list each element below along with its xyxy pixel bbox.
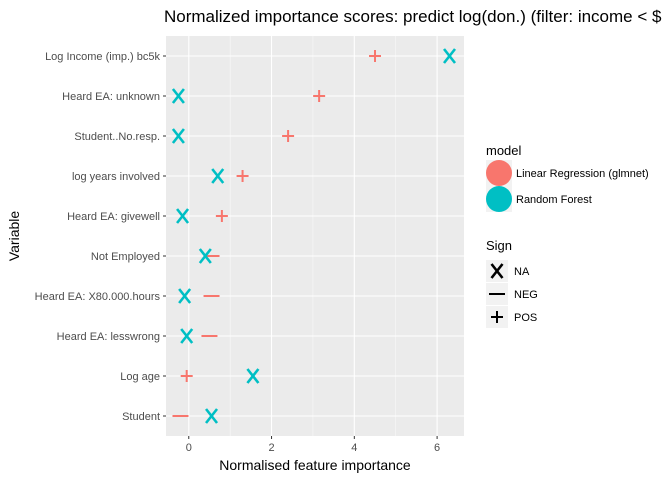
y-tick-label: Log Income (imp.) bc5k xyxy=(45,51,160,63)
lr-point xyxy=(215,210,228,222)
y-axis-title: Variable xyxy=(6,211,22,262)
lr-point xyxy=(236,170,249,182)
legend-model-label: Random Forest xyxy=(516,194,592,206)
lr-point xyxy=(313,90,326,102)
rf-point xyxy=(178,288,192,304)
x-tick-label: 6 xyxy=(434,442,440,454)
rf-point xyxy=(442,48,457,64)
data-points xyxy=(171,48,457,424)
legend-model-items: Linear Regression (glmnet) Random Forest xyxy=(486,160,649,212)
legend: model Linear Regression (glmnet) Random F… xyxy=(486,143,649,328)
rf-point xyxy=(180,328,194,344)
lr-point xyxy=(282,130,295,142)
y-tick-label: log years involved xyxy=(72,171,160,183)
x-axis-title: Normalised feature importance xyxy=(219,457,411,473)
legend-sign-title: Sign xyxy=(486,238,512,253)
minor-gridlines xyxy=(229,36,397,436)
y-tick-label: Heard EA: lesswrong xyxy=(57,331,160,343)
y-tick-label: Not Employed xyxy=(91,251,160,263)
legend-sign-glyph xyxy=(490,263,504,279)
rf-point xyxy=(171,88,185,104)
lr-point xyxy=(180,370,193,382)
rf-point xyxy=(176,208,190,224)
legend-sign-label: NEG xyxy=(514,289,538,301)
legend-sign-label: NA xyxy=(514,266,530,278)
x-tick-label: 4 xyxy=(351,442,357,454)
rf-point xyxy=(198,248,212,264)
y-tick-label: Log age xyxy=(120,371,160,383)
rf-point xyxy=(246,368,260,384)
rf-point xyxy=(171,128,185,144)
y-tick-label: Student..No.resp. xyxy=(74,131,160,143)
legend-sign-items: NA NEG POS xyxy=(486,260,538,328)
x-axis-ticks: 0 2 4 6 xyxy=(186,436,440,454)
legend-model-label: Linear Regression (glmnet) xyxy=(516,168,649,180)
major-gridlines xyxy=(166,36,464,436)
legend-sign-glyph xyxy=(491,311,503,323)
legend-model-swatch xyxy=(486,160,512,186)
legend-sign-label: POS xyxy=(514,312,537,324)
plot-panel xyxy=(166,36,464,436)
lr-point xyxy=(369,50,382,62)
y-tick-label: Heard EA: unknown xyxy=(62,91,160,103)
x-tick-label: 0 xyxy=(186,442,192,454)
rf-point xyxy=(211,168,225,184)
y-tick-label: Heard EA: givewell xyxy=(67,211,160,223)
y-axis-ticks: Log Income (imp.) bc5k Heard EA: unknown S… xyxy=(35,51,166,423)
y-tick-label: Student xyxy=(122,411,160,423)
rf-point xyxy=(205,408,219,424)
chart-title: Normalized importance scores: predict lo… xyxy=(164,7,662,26)
legend-model-title: model xyxy=(486,143,522,158)
x-tick-label: 2 xyxy=(268,442,274,454)
y-tick-label: Heard EA: X80.000.hours xyxy=(35,291,161,303)
legend-model-swatch xyxy=(486,186,512,212)
